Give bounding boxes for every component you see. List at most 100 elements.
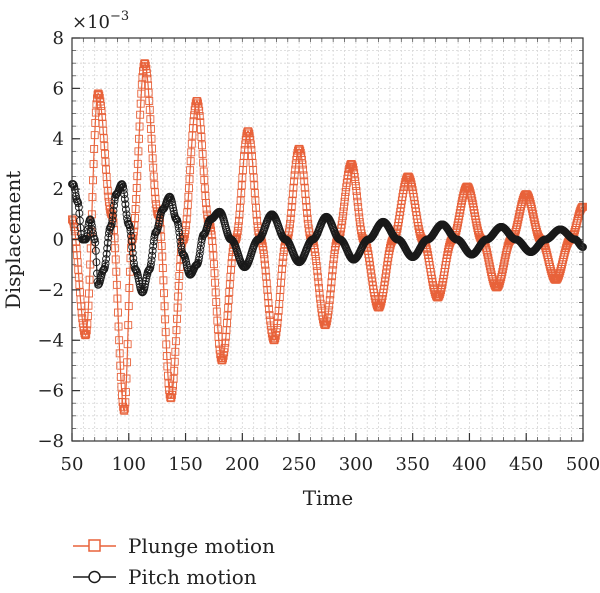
data-point <box>435 290 444 299</box>
data-point <box>107 210 116 219</box>
data-point <box>174 220 183 229</box>
data-point <box>141 277 150 286</box>
data-point <box>83 229 92 238</box>
data-point <box>337 220 346 229</box>
data-point <box>133 271 142 280</box>
data-point <box>355 213 364 222</box>
data-point <box>116 372 125 381</box>
data-point <box>271 334 280 343</box>
data-point <box>304 219 313 228</box>
data-point <box>483 248 491 257</box>
data-point <box>262 272 271 281</box>
data-point <box>261 260 269 269</box>
data-point <box>355 218 364 227</box>
data-point <box>341 192 350 201</box>
data-point <box>199 231 208 239</box>
data-point <box>377 297 386 306</box>
data-point <box>210 269 219 278</box>
data-point <box>119 182 128 191</box>
data-point <box>125 284 134 292</box>
data-point <box>117 382 126 391</box>
data-point <box>351 182 360 190</box>
data-point <box>162 352 171 360</box>
data-point <box>209 260 218 269</box>
data-point <box>171 337 180 346</box>
data-point <box>114 308 122 317</box>
data-point <box>202 199 210 208</box>
data-point <box>81 331 90 340</box>
data-point <box>428 277 437 286</box>
y-tick-label: −2 <box>37 280 64 301</box>
data-point <box>174 292 183 301</box>
data-point <box>555 269 564 277</box>
y-tick-label: 2 <box>53 179 64 200</box>
data-point <box>259 250 268 259</box>
data-point <box>73 197 82 205</box>
data-point <box>497 273 506 281</box>
data-point <box>382 269 390 278</box>
data-point <box>127 231 135 240</box>
data-point <box>253 216 262 225</box>
data-point <box>186 166 195 175</box>
data-point <box>81 330 90 339</box>
data-point <box>169 204 178 212</box>
data-point <box>493 283 502 292</box>
data-point <box>208 243 217 252</box>
data-point <box>183 200 192 209</box>
data-point <box>240 152 248 161</box>
data-point <box>236 196 245 205</box>
data-point <box>215 339 224 348</box>
data-point <box>198 141 206 150</box>
data-point <box>186 157 195 166</box>
data-point <box>378 295 386 303</box>
data-point <box>209 251 218 260</box>
data-point <box>526 200 535 208</box>
data-point <box>115 349 124 358</box>
data-point <box>325 301 334 310</box>
data-point <box>92 258 101 267</box>
data-point <box>260 255 269 264</box>
data-point <box>137 80 146 89</box>
data-point <box>466 189 475 198</box>
data-point <box>303 214 312 223</box>
data-point <box>168 387 177 395</box>
data-point <box>328 272 336 281</box>
data-point <box>513 218 522 227</box>
data-point <box>352 187 361 196</box>
data-point <box>340 202 348 211</box>
data-point <box>458 196 467 205</box>
data-point <box>131 214 139 222</box>
data-point <box>302 202 311 211</box>
data-point <box>525 195 534 204</box>
data-point <box>261 266 270 275</box>
data-point <box>573 214 582 223</box>
data-point <box>423 248 432 256</box>
data-point <box>146 260 155 269</box>
data-point <box>512 223 521 232</box>
data-point <box>338 212 347 221</box>
data-point <box>111 255 120 264</box>
data-point <box>96 97 105 106</box>
data-point <box>198 149 207 158</box>
data-point <box>150 188 159 197</box>
data-point <box>162 340 171 349</box>
data-point <box>313 267 322 276</box>
data-point <box>172 326 181 335</box>
data-point <box>472 221 481 230</box>
data-point <box>326 284 335 293</box>
data-point <box>147 256 156 265</box>
data-point <box>463 182 472 191</box>
data-point <box>288 190 297 199</box>
data-point <box>83 320 92 329</box>
data-point <box>146 124 155 133</box>
data-point <box>330 250 339 259</box>
data-point <box>83 312 92 320</box>
data-point <box>381 273 390 282</box>
data-point <box>237 181 246 190</box>
data-point <box>576 205 585 214</box>
data-point <box>340 197 349 206</box>
data-point <box>252 210 261 219</box>
data-point <box>554 273 562 282</box>
data-point <box>149 241 158 250</box>
data-point <box>529 210 537 219</box>
